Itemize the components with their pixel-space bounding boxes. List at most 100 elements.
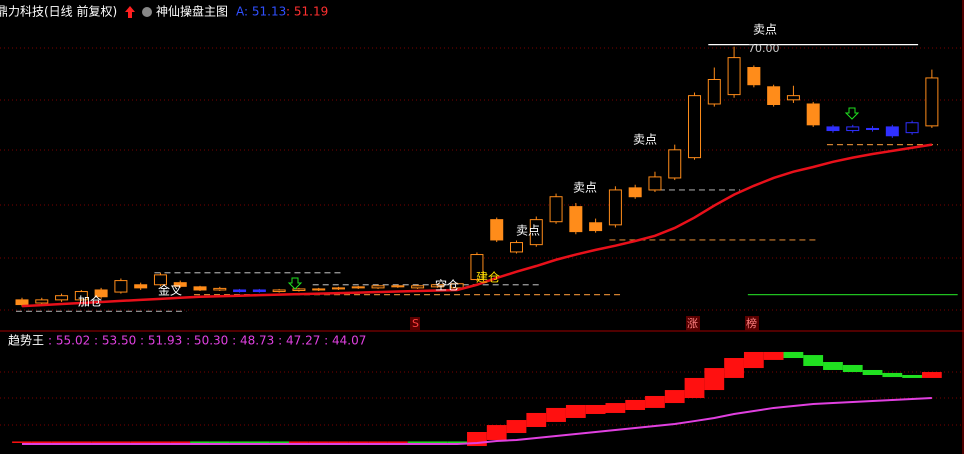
annotation: 建仓 [476, 271, 500, 285]
trend-block [743, 351, 764, 369]
trend-block [664, 390, 685, 404]
candle-body [747, 67, 761, 86]
annotation: 卖点 [633, 133, 657, 147]
trend-block [289, 441, 309, 443]
candle-body [925, 77, 939, 127]
annotation: 卖点 [516, 224, 540, 238]
candle-body [866, 127, 880, 131]
trend-block [31, 441, 52, 443]
trend-block [546, 407, 566, 422]
candle-body [153, 274, 167, 286]
trend-block [269, 441, 290, 443]
candle-body [846, 126, 860, 132]
candle-body [173, 282, 187, 287]
trend-block [921, 372, 942, 378]
annotation: 空仓 [435, 279, 459, 293]
annotation: 加仓 [78, 295, 102, 309]
trend-block [387, 441, 408, 443]
candle-body [549, 196, 563, 223]
candle-body [114, 280, 128, 293]
trend-block [111, 441, 131, 443]
annotation: 卖点 [573, 181, 597, 195]
candle-body [510, 242, 523, 253]
trend-block [51, 441, 72, 443]
candle-body [786, 95, 800, 101]
trend-block [190, 441, 210, 443]
down-arrow-icon [287, 277, 303, 290]
chart-title: 鼎力科技(日线 前复权) [0, 4, 117, 19]
candle-body [826, 126, 840, 132]
trend-block [625, 399, 646, 410]
candle-body [767, 86, 781, 106]
candle-body [15, 299, 29, 306]
trend-block [249, 441, 270, 443]
high-label: 70.00 [748, 42, 780, 55]
trend-block [150, 441, 171, 443]
candle-body [213, 287, 227, 291]
candle-body [589, 222, 603, 232]
trend-block [229, 441, 250, 443]
trend-block [506, 420, 527, 434]
candle-body [529, 219, 543, 246]
trend-block [645, 395, 665, 408]
candle-body [74, 291, 88, 301]
indicator-label: : 51.19 [286, 5, 328, 19]
candle-body [470, 254, 484, 281]
candle-body [411, 285, 425, 289]
annotation: 卖点 [753, 23, 777, 37]
trend-block [447, 441, 468, 443]
trend-block [585, 404, 606, 414]
trend-block [209, 441, 230, 443]
marker-box [745, 316, 759, 331]
trend-block [170, 441, 191, 443]
candle-body [806, 103, 820, 126]
candle-body [272, 289, 286, 293]
trend-block [842, 364, 863, 373]
marker-box [410, 317, 420, 330]
candle-body [885, 126, 899, 137]
candle-body [490, 219, 504, 241]
candle-body [628, 187, 642, 198]
trend-block [71, 441, 92, 443]
trend-block [882, 372, 903, 378]
trend-line [22, 397, 932, 445]
trend-block [823, 362, 843, 370]
trend-block [91, 441, 111, 443]
trend-block [368, 441, 388, 443]
trend-block [862, 369, 883, 375]
candle-body [727, 57, 741, 96]
candle-body [193, 286, 207, 291]
trend-block [328, 441, 349, 443]
trend-block [565, 404, 586, 418]
trend-block [763, 351, 784, 360]
candle-body [351, 286, 365, 289]
trend-block [407, 441, 428, 443]
candle-body [707, 78, 721, 105]
marker-box [686, 316, 700, 331]
candle-body [608, 189, 622, 226]
candle-body [55, 295, 69, 301]
trend-block [130, 441, 151, 443]
marker: 榜 [746, 316, 757, 330]
trend-block [803, 355, 824, 366]
candle-body [134, 284, 148, 289]
trend-block [704, 368, 725, 391]
candle-body [292, 288, 306, 291]
candle-body [450, 283, 464, 289]
trend-block [902, 374, 922, 378]
candle-body [668, 149, 682, 179]
indicator-values: : 55.02 : 53.50 : 51.93 : 50.30 : 48.73 … [48, 334, 366, 348]
ma-line [21, 143, 933, 308]
candle-body [905, 122, 919, 134]
trend-block [486, 425, 507, 440]
candle-body [688, 95, 702, 159]
marker: S [412, 317, 419, 330]
down-arrow-icon [844, 107, 860, 120]
settings-icon [142, 7, 152, 17]
trend-block [724, 358, 744, 378]
indicator-label: A: 51.13 [236, 5, 286, 19]
marker: 涨 [687, 317, 698, 330]
candle-body [391, 285, 405, 288]
plot-area [12, 43, 958, 447]
